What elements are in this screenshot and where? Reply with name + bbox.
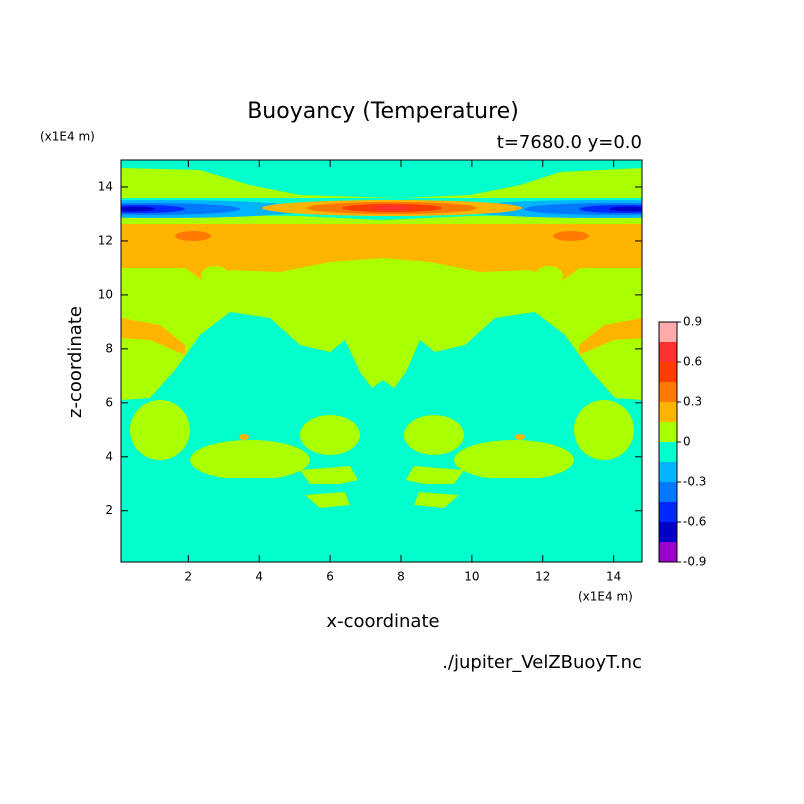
contour-region xyxy=(121,206,155,212)
colorbar-swatch xyxy=(659,322,677,342)
contour-region xyxy=(121,318,185,355)
contour-region xyxy=(201,266,229,286)
chart-title: Buoyancy (Temperature) xyxy=(247,99,519,124)
colorbar-swatch xyxy=(659,422,677,442)
colorbar-tick-label: -0.9 xyxy=(683,555,706,569)
colorbar-swatch xyxy=(659,362,677,382)
contour-region xyxy=(121,160,642,198)
colorbar-swatch xyxy=(659,522,677,542)
contour-region xyxy=(535,266,563,286)
contour-region xyxy=(609,206,642,212)
x-tick-label: 4 xyxy=(255,570,263,584)
y-tick-label: 12 xyxy=(98,233,113,247)
colorbar-swatch xyxy=(659,462,677,482)
contour-region xyxy=(553,231,589,241)
contour-region xyxy=(121,224,642,282)
contour-region xyxy=(190,440,310,480)
contour-region xyxy=(121,312,642,480)
source-file: ./jupiter_VelZBuoyT.nc xyxy=(442,652,642,673)
contour-region xyxy=(130,400,190,460)
contour-region xyxy=(406,466,464,484)
contour-region xyxy=(579,318,642,355)
colorbar-swatch xyxy=(659,542,677,562)
contour-region xyxy=(454,440,574,480)
colorbar-swatch xyxy=(659,342,677,362)
colorbar-swatch xyxy=(659,402,677,422)
y-tick-label: 10 xyxy=(98,287,113,301)
y-tick-label: 8 xyxy=(105,341,113,355)
y-tick-label: 14 xyxy=(98,179,113,193)
contour-region xyxy=(239,434,249,440)
y-tick-label: 6 xyxy=(105,395,113,409)
y-tick-label: 2 xyxy=(105,503,113,517)
y-unit: (x1E4 m) xyxy=(40,130,95,144)
colorbar-swatch xyxy=(659,502,677,522)
chart-subtitle: t=7680.0 y=0.0 xyxy=(497,132,642,153)
contour-region xyxy=(574,400,634,460)
contour-region xyxy=(305,492,350,508)
contour-region xyxy=(368,315,396,355)
colorbar-tick-label: 0.6 xyxy=(683,355,702,369)
contour-region xyxy=(300,415,360,455)
contour-region xyxy=(370,205,414,211)
colorbar-tick-label: 0.9 xyxy=(683,315,702,329)
x-tick-label: 10 xyxy=(464,570,479,584)
x-tick-label: 14 xyxy=(606,570,621,584)
colorbar-tick-label: 0.3 xyxy=(683,395,702,409)
plot-frame xyxy=(120,159,643,563)
x-tick-label: 12 xyxy=(535,570,550,584)
y-tick-label: 4 xyxy=(105,449,113,463)
x-tick-label: 8 xyxy=(397,570,405,584)
colorbar-tick-label: -0.3 xyxy=(683,475,706,489)
x-unit: (x1E4 m) xyxy=(578,590,633,604)
contour-region xyxy=(414,492,459,508)
x-axis-label: x-coordinate xyxy=(326,611,439,632)
contour-region xyxy=(515,434,525,440)
colorbar-tick-label: -0.6 xyxy=(683,515,706,529)
x-tick-label: 2 xyxy=(185,570,193,584)
contour-field xyxy=(121,160,642,562)
y-axis-label: z-coordinate xyxy=(65,306,86,418)
contour-region xyxy=(121,478,642,562)
contour-region xyxy=(300,466,358,484)
contour-region xyxy=(175,231,211,241)
colorbar-swatch xyxy=(659,442,677,462)
colorbar-swatch xyxy=(659,382,677,402)
colorbar-tick-label: 0 xyxy=(683,435,691,449)
contour-region xyxy=(404,415,464,455)
x-tick-label: 6 xyxy=(326,570,334,584)
colorbar-swatch xyxy=(659,482,677,502)
